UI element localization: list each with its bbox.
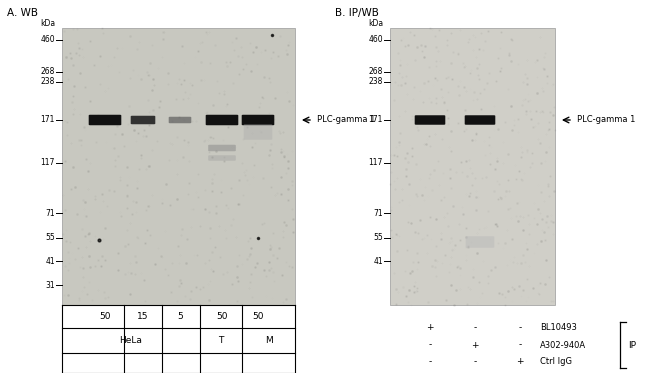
FancyBboxPatch shape (88, 115, 122, 125)
Text: 268: 268 (369, 68, 383, 76)
Text: B. IP/WB: B. IP/WB (335, 8, 379, 18)
Text: -: - (473, 323, 476, 332)
FancyBboxPatch shape (242, 115, 274, 125)
Text: 50: 50 (216, 312, 228, 321)
FancyBboxPatch shape (208, 155, 236, 161)
Text: 5: 5 (177, 312, 183, 321)
Text: 15: 15 (137, 312, 149, 321)
Text: +: + (426, 323, 434, 332)
Text: IP: IP (628, 341, 636, 350)
Bar (62, 28, 295, 305)
Text: 50: 50 (252, 312, 264, 321)
Text: 460: 460 (369, 35, 383, 44)
Text: PLC-gamma 1: PLC-gamma 1 (317, 116, 376, 125)
FancyBboxPatch shape (169, 117, 191, 123)
Text: kDa: kDa (368, 19, 383, 28)
Text: -: - (473, 357, 476, 367)
FancyBboxPatch shape (244, 124, 272, 140)
Text: PLC-gamma 1: PLC-gamma 1 (577, 116, 636, 125)
Text: 71: 71 (46, 209, 55, 217)
Text: T: T (218, 336, 224, 345)
Bar (390, 28, 555, 305)
Text: 460: 460 (40, 35, 55, 44)
Text: Ctrl IgG: Ctrl IgG (540, 357, 572, 367)
FancyBboxPatch shape (465, 115, 495, 125)
FancyBboxPatch shape (208, 145, 236, 151)
Text: 41: 41 (373, 257, 383, 266)
Text: -: - (428, 357, 432, 367)
Text: A. WB: A. WB (7, 8, 38, 18)
Text: 50: 50 (99, 312, 111, 321)
Text: 268: 268 (40, 68, 55, 76)
FancyBboxPatch shape (415, 115, 445, 125)
Text: M: M (265, 336, 272, 345)
Text: 117: 117 (40, 159, 55, 167)
Text: 55: 55 (46, 233, 55, 242)
Text: 238: 238 (369, 78, 383, 87)
Text: 238: 238 (40, 78, 55, 87)
Text: -: - (519, 323, 521, 332)
Text: +: + (471, 341, 479, 350)
Text: -: - (519, 341, 521, 350)
Text: HeLa: HeLa (120, 336, 142, 345)
Text: 71: 71 (373, 209, 383, 217)
Text: +: + (516, 357, 524, 367)
Text: 55: 55 (373, 233, 383, 242)
Text: 117: 117 (369, 159, 383, 167)
Text: 171: 171 (40, 116, 55, 125)
Text: A302-940A: A302-940A (540, 341, 586, 350)
Text: kDa: kDa (40, 19, 55, 28)
FancyBboxPatch shape (205, 115, 239, 125)
FancyBboxPatch shape (465, 236, 494, 248)
FancyBboxPatch shape (131, 116, 155, 124)
Text: 31: 31 (46, 280, 55, 289)
Text: 41: 41 (46, 257, 55, 266)
Text: BL10493: BL10493 (540, 323, 577, 332)
Text: 171: 171 (369, 116, 383, 125)
Text: -: - (428, 341, 432, 350)
